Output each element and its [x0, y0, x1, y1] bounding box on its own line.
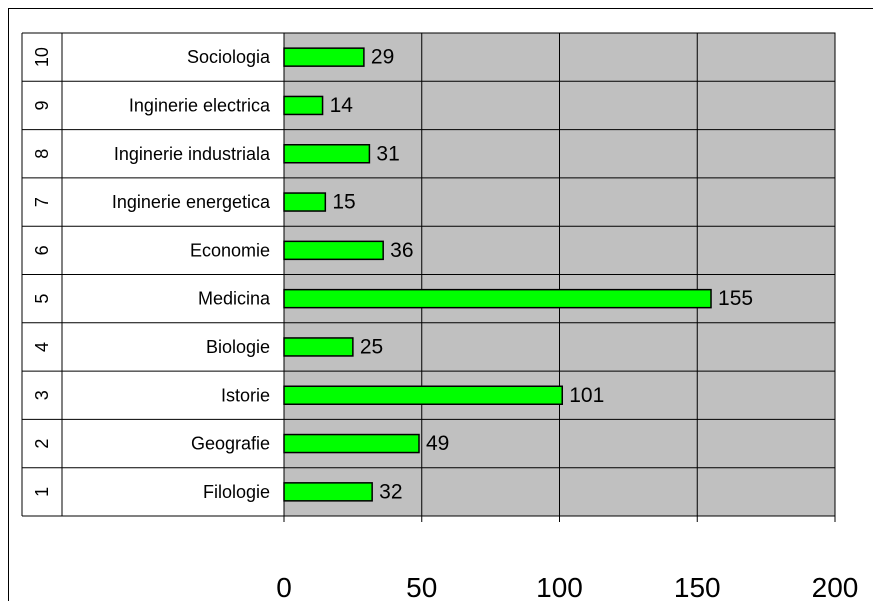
bar	[284, 386, 562, 404]
data-label: 36	[390, 239, 413, 262]
x-tick-label: 100	[536, 572, 583, 601]
data-label: 14	[330, 94, 354, 117]
x-tick-label: 50	[406, 572, 437, 601]
category-label: Sociologia	[187, 47, 271, 67]
category-index-label: 7	[32, 197, 52, 207]
category-index-label: 4	[32, 342, 52, 352]
category-label: Inginerie energetica	[112, 192, 271, 212]
category-index-label: 5	[32, 294, 52, 304]
bar	[284, 96, 323, 114]
bar	[284, 241, 383, 259]
category-label: Filologie	[203, 482, 270, 502]
category-index-label: 6	[32, 245, 52, 255]
bar	[284, 338, 353, 356]
category-index-label: 2	[32, 439, 52, 449]
x-tick-label: 200	[812, 572, 859, 601]
data-label: 49	[426, 432, 449, 455]
category-index-label: 10	[32, 47, 52, 67]
category-label: Inginerie industriala	[114, 144, 271, 164]
data-label: 155	[718, 287, 753, 310]
bar	[284, 48, 364, 66]
x-tick-label: 150	[674, 572, 721, 601]
bar	[284, 435, 419, 453]
bar	[284, 193, 325, 211]
category-index-label: 8	[32, 149, 52, 159]
x-tick-label: 0	[276, 572, 292, 601]
data-label: 31	[376, 142, 399, 165]
category-label: Istorie	[221, 385, 270, 405]
bar	[284, 483, 372, 501]
category-label: Inginerie electrica	[129, 95, 271, 115]
category-label: Economie	[190, 240, 270, 260]
bar	[284, 290, 711, 308]
category-index-label: 1	[32, 487, 52, 497]
category-index-label: 3	[32, 390, 52, 400]
bar	[284, 145, 369, 163]
category-label: Geografie	[191, 434, 270, 454]
category-index-label: 9	[32, 100, 52, 110]
data-label: 15	[332, 191, 355, 214]
data-label: 32	[379, 480, 402, 503]
data-label: 101	[569, 384, 604, 407]
data-label: 25	[360, 335, 383, 358]
category-label: Biologie	[206, 337, 270, 357]
category-label: Medicina	[198, 289, 271, 309]
data-label: 29	[371, 46, 394, 69]
